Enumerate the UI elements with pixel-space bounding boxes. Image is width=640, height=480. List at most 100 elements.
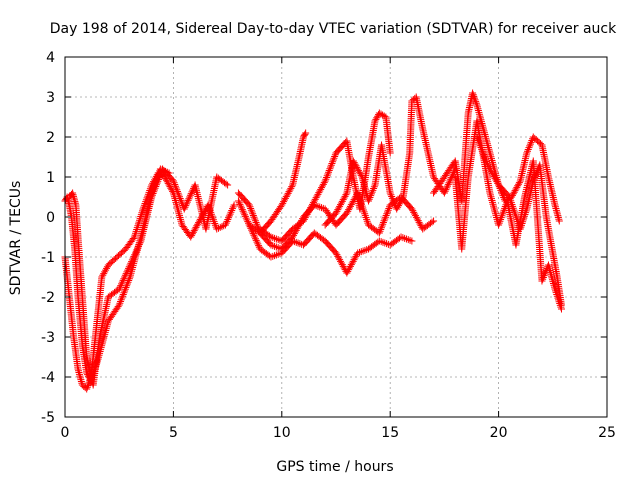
data-point <box>379 219 387 226</box>
data-point <box>252 236 260 244</box>
y-tick-label: 2 <box>46 130 55 146</box>
data-point <box>491 208 499 216</box>
data-point <box>249 230 257 238</box>
data-point <box>470 92 478 100</box>
data-point <box>365 195 373 203</box>
data-point <box>153 179 161 187</box>
data-point <box>440 189 448 197</box>
data-point <box>539 275 547 283</box>
data-point <box>241 211 249 219</box>
data-point <box>537 140 545 148</box>
data-point <box>272 243 280 251</box>
data-point <box>249 212 257 219</box>
data-point <box>325 168 333 176</box>
data-point <box>366 193 374 201</box>
data-point <box>473 103 481 111</box>
data-point <box>252 219 260 226</box>
data-point <box>346 204 354 212</box>
data-point <box>126 261 134 269</box>
data-point <box>129 254 137 262</box>
data-point <box>304 209 312 217</box>
data-point <box>183 200 191 208</box>
data-point <box>531 173 539 181</box>
data-point <box>320 179 328 187</box>
data-point <box>428 218 436 226</box>
data-point <box>337 259 345 267</box>
data-point <box>527 138 535 146</box>
x-tick-label: 20 <box>490 425 508 441</box>
data-point <box>523 149 531 157</box>
data-point <box>378 222 386 230</box>
data-point <box>339 196 347 204</box>
data-point <box>529 177 537 185</box>
data-point <box>124 266 132 274</box>
data-point <box>285 188 293 196</box>
data-point <box>469 89 477 97</box>
data-point <box>357 248 365 256</box>
data-point <box>132 247 140 255</box>
data-point <box>520 212 528 220</box>
data-point <box>281 194 289 202</box>
data-point <box>330 154 338 162</box>
data-point <box>381 213 389 221</box>
data-point <box>253 238 261 246</box>
x-tick-label: 0 <box>61 425 70 441</box>
data-point <box>248 208 256 216</box>
data-point <box>352 252 360 260</box>
data-point <box>482 136 490 144</box>
data-point <box>478 145 486 153</box>
data-point <box>340 194 348 202</box>
data-point <box>181 203 189 211</box>
data-point <box>375 229 383 237</box>
data-point <box>483 140 491 148</box>
data-point <box>223 217 231 225</box>
data-point <box>123 282 131 290</box>
data-point <box>406 236 414 244</box>
data-point <box>311 195 319 203</box>
data-point <box>442 186 450 194</box>
data-point <box>274 250 282 258</box>
data-point <box>333 251 341 259</box>
data-point <box>488 198 496 206</box>
data-point <box>221 221 229 229</box>
data-point <box>121 273 129 281</box>
data-point <box>343 209 351 217</box>
data-point <box>225 214 233 222</box>
data-point <box>357 171 365 179</box>
data-point <box>171 182 179 190</box>
data-point <box>382 212 390 219</box>
data-point <box>372 115 380 123</box>
data-point <box>135 240 143 248</box>
data-point <box>551 285 559 293</box>
data-point <box>286 186 294 194</box>
data-point <box>173 188 181 195</box>
data-point <box>269 242 277 250</box>
data-point <box>265 232 273 240</box>
data-point <box>445 179 453 187</box>
data-point <box>116 299 124 307</box>
data-point <box>355 167 363 175</box>
data-point <box>388 193 396 201</box>
data-point <box>338 197 346 205</box>
data-point <box>516 225 524 233</box>
data-point <box>133 224 141 232</box>
data-point <box>238 204 246 212</box>
data-point <box>323 172 331 180</box>
data-point <box>122 270 130 278</box>
series-track-3 <box>65 165 232 389</box>
data-point <box>225 212 233 220</box>
data-point <box>224 181 232 189</box>
data-point <box>251 215 259 223</box>
data-point <box>152 181 160 189</box>
data-point <box>125 263 133 271</box>
data-point <box>512 185 520 193</box>
data-point <box>348 199 356 207</box>
data-point <box>399 234 407 242</box>
data-point <box>301 130 309 138</box>
data-point <box>380 217 388 225</box>
data-point <box>469 91 477 99</box>
data-point <box>177 196 185 204</box>
series-track-6 <box>245 129 310 237</box>
data-point <box>244 218 252 226</box>
data-point <box>247 205 255 212</box>
